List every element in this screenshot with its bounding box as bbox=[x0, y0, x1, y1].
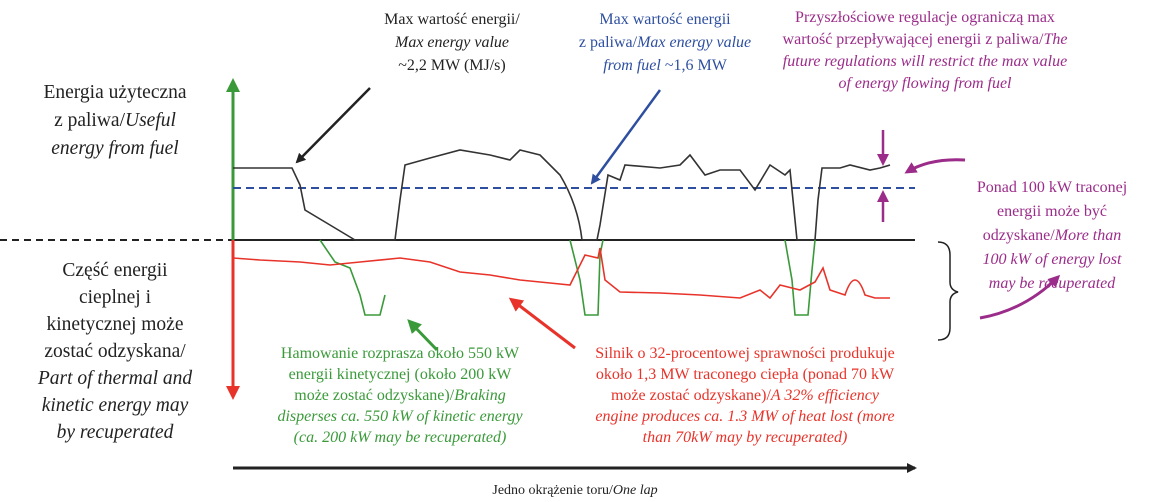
text-segment: future regulations will restrict the max… bbox=[783, 53, 1067, 70]
text-segment: engine produces ca. 1.3 MW of heat lost … bbox=[595, 408, 894, 425]
braking-curve bbox=[319, 239, 816, 316]
pointer bbox=[590, 89, 662, 185]
label-one-lap: Jedno okrążenie toru/One lap bbox=[492, 483, 657, 498]
text-segment: Useful bbox=[125, 110, 176, 131]
label-regulations: Przyszłościowe regulacje ograniczą max wa… bbox=[783, 9, 1068, 92]
pointer bbox=[904, 158, 966, 174]
text-segment: The bbox=[1043, 31, 1067, 48]
text-segment: z paliwa/ bbox=[579, 34, 638, 51]
text-segment: may be recuperated bbox=[989, 275, 1116, 292]
text-segment: than 70kW may by recuperated) bbox=[643, 429, 848, 446]
text-segment: kinetycznej może bbox=[47, 314, 184, 335]
text-segment: energii kinetycznej (około 200 kW bbox=[289, 366, 513, 383]
pointer bbox=[979, 274, 1061, 320]
label-recuperable: Część energii cieplnej i kinetycznej może z… bbox=[37, 260, 193, 443]
text-segment: Max energy value bbox=[636, 34, 751, 51]
pointer bbox=[508, 297, 576, 350]
text-segment: Przyszłościowe regulacje ograniczą max bbox=[795, 9, 1055, 26]
text-segment: kinetic energy may bbox=[42, 395, 189, 416]
text-segment: disperses ca. 550 kW of kinetic energy bbox=[277, 408, 523, 425]
text-segment: cieplnej i bbox=[79, 287, 152, 308]
label-engine: Silnik o 32-procentowej sprawności produ… bbox=[595, 345, 895, 446]
pointer bbox=[295, 87, 371, 164]
text-segment: zostać odzyskana/ bbox=[44, 341, 186, 362]
text-segment: wartość przepływającej energii z paliwa/ bbox=[783, 31, 1044, 48]
text-segment: Silnik o 32-procentowej sprawności produ… bbox=[595, 345, 895, 362]
text-segment: energii może być bbox=[997, 203, 1107, 220]
text-segment: odzyskane/ bbox=[983, 227, 1056, 244]
text-segment: Max wartość energii/ bbox=[384, 11, 520, 28]
text-segment: A 32% efficiency bbox=[770, 387, 880, 404]
label-max-energy: Max wartość energii/Max energy value ~2,2… bbox=[384, 11, 520, 74]
text-segment: może zostać odzyskane)/ bbox=[611, 387, 771, 404]
text-segment: One lap bbox=[613, 483, 658, 498]
text-segment: energy from fuel bbox=[51, 138, 178, 159]
text-segment: Part of thermal and bbox=[37, 368, 193, 389]
text-segment: Jedno okrążenie toru/ bbox=[492, 483, 613, 498]
text-segment: Ponad 100 kW traconej bbox=[977, 179, 1127, 196]
label-useful: Energia użyteczna z paliwa/Useful energy f… bbox=[43, 82, 186, 159]
text-segment: 100 kW of energy lost bbox=[983, 251, 1122, 268]
energy-curve bbox=[233, 149, 891, 241]
text-segment: ~2,2 MW (MJ/s) bbox=[398, 57, 505, 74]
text-segment: by recuperated bbox=[57, 422, 174, 443]
text-segment: z paliwa/ bbox=[54, 110, 126, 131]
heat-curve bbox=[232, 247, 890, 300]
text-segment: może zostać odzyskane)/ bbox=[294, 387, 454, 404]
text-segment: około 1,3 MW traconego ciepła (ponad 70 … bbox=[596, 366, 895, 383]
text-segment: Max wartość energii bbox=[599, 11, 731, 28]
label-max-fuel: Max wartość energii z paliwa/Max energy v… bbox=[579, 11, 751, 74]
text-segment: of energy flowing from fuel bbox=[838, 75, 1012, 92]
pointer bbox=[407, 319, 439, 352]
text-segment: (ca. 200 kW may be recuperated) bbox=[294, 429, 507, 446]
text-segment: More than bbox=[1054, 227, 1122, 244]
text-segment: Energia użyteczna bbox=[43, 82, 186, 103]
label-recuperated: Ponad 100 kW traconej energii może być odz… bbox=[977, 179, 1127, 292]
text-segment: from fuel bbox=[603, 57, 661, 74]
text-segment: ~1,6 MW bbox=[661, 57, 728, 74]
brace bbox=[937, 241, 959, 341]
label-braking: Hamowanie rozprasza około 550 kW energii … bbox=[277, 345, 523, 446]
text-segment: Max energy value bbox=[394, 34, 509, 51]
text-segment: Braking bbox=[454, 387, 506, 404]
text-segment: Część energii bbox=[62, 260, 168, 281]
text-segment: Hamowanie rozprasza około 550 kW bbox=[281, 345, 520, 362]
